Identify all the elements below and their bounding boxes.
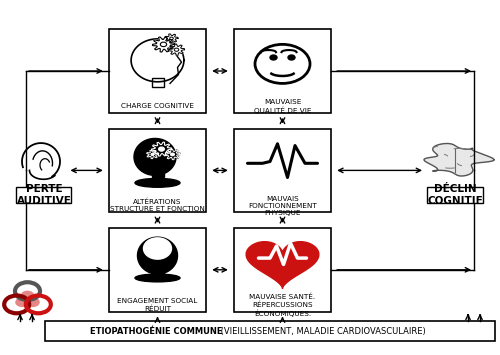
Circle shape: [20, 291, 34, 300]
Circle shape: [158, 147, 164, 151]
Polygon shape: [146, 150, 158, 159]
Text: ETIOPATHOGÉNIE COMMUNE: ETIOPATHOGÉNIE COMMUNE: [90, 327, 222, 335]
Circle shape: [170, 153, 174, 156]
Polygon shape: [168, 44, 184, 55]
FancyBboxPatch shape: [16, 187, 71, 203]
Circle shape: [288, 55, 295, 60]
Bar: [109, 29, 206, 113]
Text: MAUVAISE SANTÉ.
RÉPERCUSSIONS
ÉCONOMIQUES.: MAUVAISE SANTÉ. RÉPERCUSSIONS ÉCONOMIQUE…: [250, 294, 316, 317]
Bar: [152, 166, 164, 177]
Bar: [234, 129, 331, 212]
Bar: [109, 228, 206, 312]
Text: PERTE
AUDITIVE: PERTE AUDITIVE: [16, 184, 72, 206]
Circle shape: [15, 297, 29, 307]
Bar: [152, 265, 164, 275]
Polygon shape: [165, 149, 180, 160]
Bar: [234, 228, 331, 312]
Text: (VIEILLISSEMENT, MALADIE CARDIOVASCULAIRE): (VIEILLISSEMENT, MALADIE CARDIOVASCULAIR…: [218, 327, 425, 335]
Polygon shape: [134, 138, 176, 175]
Text: DÉCLIN
COGNITIF: DÉCLIN COGNITIF: [427, 184, 483, 206]
Bar: [152, 78, 164, 87]
Text: ALTÉRATIONS
STRUCTURE ET FONCTION: ALTÉRATIONS STRUCTURE ET FONCTION: [110, 199, 205, 213]
Circle shape: [160, 42, 166, 47]
Polygon shape: [152, 142, 172, 156]
Text: MAUVAISE
QUALITÉ DE VIE: MAUVAISE QUALITÉ DE VIE: [254, 99, 311, 114]
Polygon shape: [152, 37, 174, 52]
Text: CHARGE COGNITIVE: CHARGE COGNITIVE: [121, 103, 194, 109]
Text: ENGAGEMENT SOCIAL
RÉDUIT: ENGAGEMENT SOCIAL RÉDUIT: [118, 298, 198, 312]
Polygon shape: [246, 242, 319, 288]
Circle shape: [174, 48, 179, 51]
Polygon shape: [165, 34, 178, 43]
Text: MAUVAIS
FONCTIONNEMENT
PHYSIQUE: MAUVAIS FONCTIONNEMENT PHYSIQUE: [248, 196, 317, 216]
Circle shape: [26, 297, 40, 307]
Polygon shape: [138, 237, 177, 274]
Polygon shape: [424, 143, 494, 176]
Circle shape: [270, 55, 277, 60]
Circle shape: [151, 153, 154, 155]
Bar: [45, 321, 495, 341]
Ellipse shape: [135, 274, 180, 282]
Bar: [234, 29, 331, 113]
Circle shape: [170, 37, 173, 40]
Circle shape: [255, 44, 310, 83]
Ellipse shape: [135, 178, 180, 187]
Polygon shape: [131, 39, 184, 82]
Polygon shape: [144, 238, 172, 259]
FancyBboxPatch shape: [426, 187, 482, 203]
Bar: [109, 129, 206, 212]
